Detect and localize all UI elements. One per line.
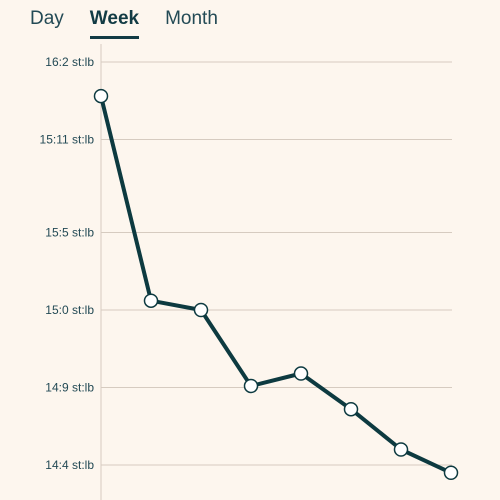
- data-point[interactable]: [393, 442, 409, 457]
- data-point[interactable]: [293, 366, 309, 381]
- y-tick-label: 16:2 st:lb: [45, 55, 94, 69]
- y-tick-label: 15:5 st:lb: [45, 226, 94, 240]
- data-point[interactable]: [93, 88, 109, 104]
- y-tick-label: 14:4 st:lb: [45, 458, 94, 472]
- data-point[interactable]: [243, 378, 259, 394]
- data-point[interactable]: [143, 293, 159, 308]
- data-points: [93, 88, 459, 480]
- data-point[interactable]: [343, 401, 359, 417]
- weight-line-chart: 16:2 st:lb 15:11 st:lb 15:5 st:lb 15:0 st:l…: [40, 44, 459, 500]
- y-tick-label: 15:0 st:lb: [45, 303, 94, 317]
- data-point[interactable]: [443, 465, 459, 480]
- tab-month[interactable]: Month: [165, 8, 218, 29]
- weight-series-line: [99, 94, 453, 475]
- y-tick-label: 14:9 st:lb: [45, 381, 94, 395]
- tab-week[interactable]: Week: [89, 6, 140, 40]
- y-tick-label: 15:11 st:lb: [40, 133, 95, 147]
- period-tabs: Day Week Month: [30, 6, 244, 40]
- tab-day[interactable]: Day: [30, 8, 64, 29]
- data-point[interactable]: [193, 302, 209, 318]
- grid-lines: [101, 61, 452, 466]
- y-axis-ticks: 16:2 st:lb 15:11 st:lb 15:5 st:lb 15:0 st:l…: [40, 55, 95, 472]
